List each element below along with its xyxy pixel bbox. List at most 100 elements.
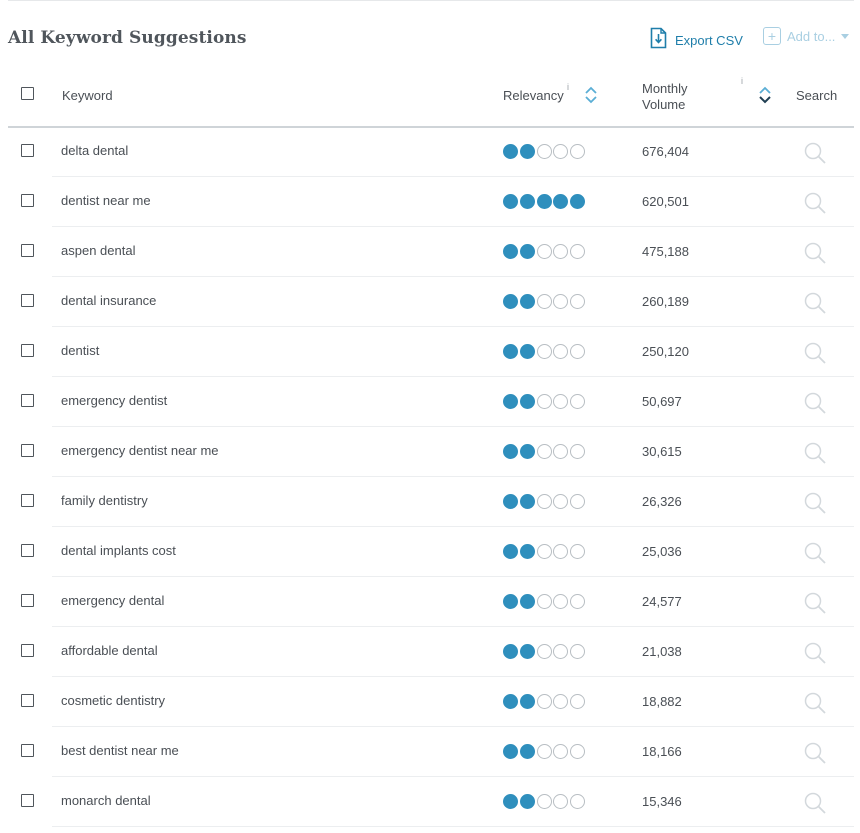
- table-row: delta dental 676,404: [0, 127, 860, 177]
- search-icon[interactable]: [803, 291, 827, 320]
- keyword-cell[interactable]: family dentistry: [61, 493, 148, 508]
- keyword-cell[interactable]: dentist near me: [61, 193, 151, 208]
- row-checkbox[interactable]: [21, 244, 34, 257]
- relevancy-dot-empty: [553, 144, 569, 159]
- table-row: dental insurance 260,189: [0, 277, 860, 327]
- relevancy-rating: [503, 744, 587, 759]
- search-icon[interactable]: [803, 691, 827, 720]
- row-checkbox[interactable]: [21, 444, 34, 457]
- volume-info-icon[interactable]: i: [741, 76, 743, 86]
- monthly-volume-cell: 26,326: [642, 494, 682, 509]
- monthly-volume-cell: 18,166: [642, 744, 682, 759]
- relevancy-dot-empty: [553, 644, 569, 659]
- search-icon[interactable]: [803, 141, 827, 170]
- row-divider: [52, 626, 854, 627]
- volume-sort-icon[interactable]: [758, 85, 772, 110]
- row-checkbox[interactable]: [21, 694, 34, 707]
- keyword-cell[interactable]: delta dental: [61, 143, 129, 158]
- row-checkbox[interactable]: [21, 194, 34, 207]
- relevancy-dot-filled: [503, 244, 518, 259]
- row-divider: [52, 526, 854, 527]
- relevancy-info-icon[interactable]: i: [567, 82, 569, 92]
- search-icon[interactable]: [803, 241, 827, 270]
- column-header-keyword: Keyword: [62, 88, 113, 103]
- monthly-volume-line2: Volume: [642, 97, 686, 112]
- select-all-checkbox[interactable]: [21, 87, 34, 100]
- relevancy-dot-filled: [519, 244, 535, 259]
- row-divider: [52, 226, 854, 227]
- search-icon[interactable]: [803, 641, 827, 670]
- keyword-cell[interactable]: emergency dental: [61, 593, 165, 608]
- keyword-cell[interactable]: emergency dentist: [61, 393, 168, 408]
- search-icon[interactable]: [803, 191, 827, 220]
- keyword-cell[interactable]: dental implants cost: [61, 543, 176, 558]
- row-divider: [52, 276, 854, 277]
- row-checkbox[interactable]: [21, 494, 34, 507]
- monthly-volume-cell: 475,188: [642, 244, 689, 259]
- keyword-cell[interactable]: dentist: [61, 343, 100, 358]
- column-header-monthly-volume[interactable]: Monthly Volume: [642, 81, 688, 113]
- keyword-cell[interactable]: emergency dentist near me: [61, 443, 219, 458]
- keyword-cell[interactable]: best dentist near me: [61, 743, 179, 758]
- export-icon: [650, 27, 667, 54]
- relevancy-dot-filled: [553, 194, 569, 209]
- row-checkbox[interactable]: [21, 544, 34, 557]
- table-row: aspen dental 475,188: [0, 227, 860, 277]
- row-checkbox[interactable]: [21, 294, 34, 307]
- relevancy-rating: [503, 344, 587, 359]
- relevancy-rating: [503, 394, 587, 409]
- relevancy-dot-empty: [536, 794, 552, 809]
- keyword-cell[interactable]: cosmetic dentistry: [61, 693, 166, 708]
- relevancy-dot-empty: [536, 594, 552, 609]
- row-checkbox[interactable]: [21, 794, 34, 807]
- header-divider: [8, 126, 854, 128]
- keyword-cell[interactable]: aspen dental: [61, 243, 136, 258]
- column-header-relevancy[interactable]: Relevancy: [503, 88, 564, 103]
- add-to-dropdown[interactable]: + Add to...: [763, 27, 850, 45]
- search-icon[interactable]: [803, 541, 827, 570]
- relevancy-dot-empty: [570, 144, 586, 159]
- relevancy-dot-filled: [519, 794, 535, 809]
- relevancy-dot-filled: [503, 644, 518, 659]
- row-checkbox[interactable]: [21, 394, 34, 407]
- table-row: dentist 250,120: [0, 327, 860, 377]
- relevancy-dot-empty: [536, 244, 552, 259]
- table-row: dentist near me 620,501: [0, 177, 860, 227]
- row-checkbox[interactable]: [21, 744, 34, 757]
- search-icon[interactable]: [803, 491, 827, 520]
- table-row: monarch dental 15,346: [0, 777, 860, 827]
- table-row: affordable dental 21,038: [0, 627, 860, 677]
- top-divider: [8, 0, 854, 1]
- search-icon[interactable]: [803, 741, 827, 770]
- search-icon[interactable]: [803, 341, 827, 370]
- row-divider: [52, 726, 854, 727]
- relevancy-dot-filled: [519, 394, 535, 409]
- relevancy-dot-filled: [570, 194, 586, 209]
- keyword-cell[interactable]: affordable dental: [61, 643, 158, 658]
- search-icon[interactable]: [803, 791, 827, 820]
- relevancy-dot-empty: [570, 344, 586, 359]
- row-divider: [52, 776, 854, 777]
- row-checkbox[interactable]: [21, 594, 34, 607]
- relevancy-dot-empty: [553, 444, 569, 459]
- relevancy-dot-filled: [519, 694, 535, 709]
- relevancy-rating: [503, 144, 587, 159]
- row-checkbox[interactable]: [21, 644, 34, 657]
- search-icon[interactable]: [803, 441, 827, 470]
- keyword-cell[interactable]: dental insurance: [61, 293, 157, 308]
- row-checkbox[interactable]: [21, 144, 34, 157]
- search-icon[interactable]: [803, 591, 827, 620]
- relevancy-sort-icon[interactable]: [584, 85, 598, 110]
- relevancy-dot-filled: [503, 694, 518, 709]
- search-icon[interactable]: [803, 391, 827, 420]
- row-checkbox[interactable]: [21, 344, 34, 357]
- relevancy-dot-filled: [503, 294, 518, 309]
- relevancy-dot-filled: [519, 294, 535, 309]
- keyword-cell[interactable]: monarch dental: [61, 793, 151, 808]
- relevancy-dot-empty: [553, 294, 569, 309]
- row-divider: [52, 676, 854, 677]
- relevancy-dot-filled: [503, 744, 518, 759]
- row-divider: [52, 826, 854, 827]
- export-csv-button[interactable]: Export CSV: [650, 27, 743, 54]
- relevancy-dot-filled: [503, 494, 518, 509]
